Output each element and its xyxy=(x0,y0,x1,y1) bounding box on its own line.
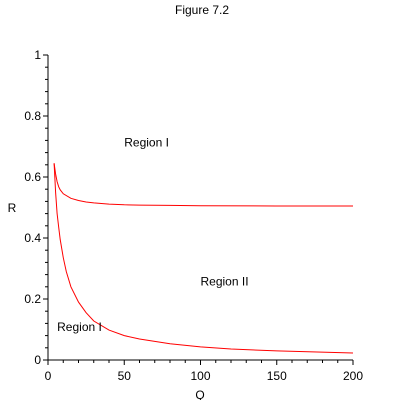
x-axis-label: Q xyxy=(195,388,204,400)
region-annotation-3: Region I xyxy=(57,320,102,334)
x-tick-label: 0 xyxy=(45,369,52,383)
y-tick-label: 0.6 xyxy=(24,170,41,184)
y-tick-label: 0.2 xyxy=(24,292,41,306)
y-tick-label: 1 xyxy=(34,48,41,62)
series-line-2 xyxy=(53,163,354,354)
x-tick-label: 150 xyxy=(267,369,287,383)
x-tick-label: 100 xyxy=(190,369,210,383)
y-tick-label: 0.4 xyxy=(24,231,41,245)
series-line-1 xyxy=(53,163,353,207)
chart-title: Figure 7.2 xyxy=(175,3,229,17)
axes: 0 50 100 150 200 0 0.2 0.4 0.6 0.8 1 xyxy=(24,48,363,383)
x-tick-label: 50 xyxy=(118,369,132,383)
x-tick-label: 200 xyxy=(343,369,363,383)
plot-area xyxy=(53,163,354,354)
y-tick-label: 0 xyxy=(34,353,41,367)
annotations: Region I Region II Region I xyxy=(57,136,248,335)
region-annotation-2: Region II xyxy=(201,274,249,288)
y-tick-label: 0.8 xyxy=(24,109,41,123)
y-axis-label: R xyxy=(8,201,17,215)
region-annotation-1: Region I xyxy=(124,136,169,150)
